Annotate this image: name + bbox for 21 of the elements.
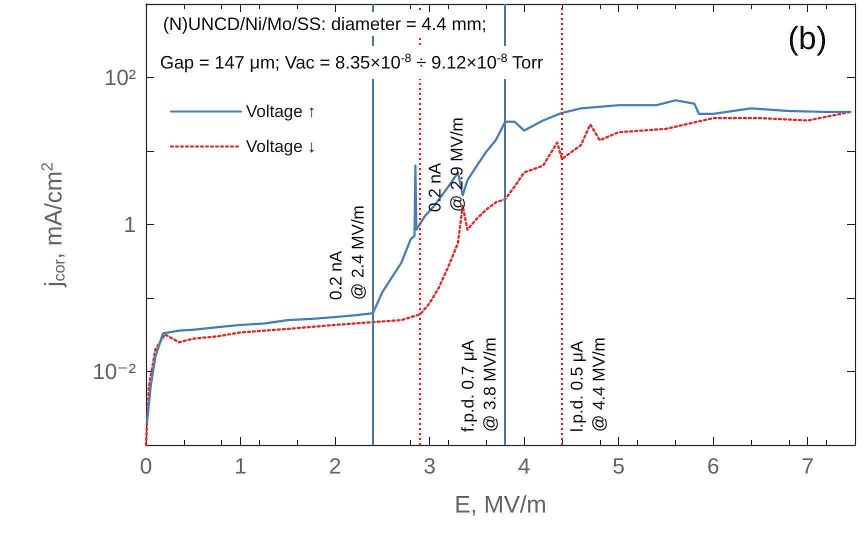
ref-line-label: f.p.d. 0.7 μA @ 3.8 MV/m (458, 337, 500, 432)
ref-line-label: 0.2 nA @ 2.9 MV/m (426, 117, 467, 212)
x-tick-label: 0 (140, 454, 152, 478)
x-tick-label: 6 (707, 454, 720, 478)
x-tick-label: 7 (802, 454, 814, 478)
x-tick-label: 5 (612, 454, 625, 478)
y-axis-title: jcor, mA/cm2 (40, 162, 68, 288)
x-axis-title: E, MV/m (454, 492, 547, 518)
y-tick-label: 10⁻² (92, 359, 136, 384)
y-tick-label: 10² (104, 65, 136, 90)
x-tick-label: 1 (234, 454, 247, 478)
annotation: (b) (788, 20, 827, 56)
ref-line-label: 0.2 nA @ 2.4 MV/m (326, 205, 368, 300)
y-tick-label: 1 (124, 212, 136, 237)
x-tick-label: 4 (518, 454, 530, 478)
legend-label: Voltage ↑ (246, 102, 316, 121)
ref-line-label: l.p.d. 0.5 μA @ 4.4 MV/m (567, 337, 608, 432)
x-tick-label: 2 (328, 454, 342, 478)
text: (N)UNCD/Ni/Mo/SS: diameter = 4.4 mm; (163, 14, 487, 34)
legend-label: Voltage ↓ (246, 137, 316, 156)
x-tick-label: 3 (423, 454, 436, 478)
